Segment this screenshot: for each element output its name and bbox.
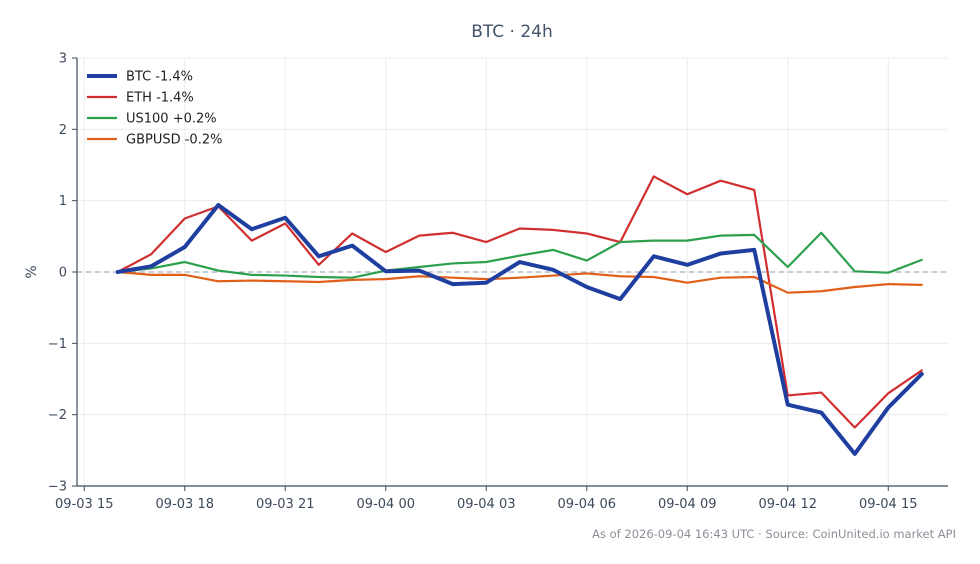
legend: BTC -1.4% ETH -1.4% US100 +0.2% GBPUSD -0.2… <box>87 70 222 148</box>
y-tick-label: −1 <box>48 337 67 352</box>
x-tick-label: 09-04 00 <box>357 497 415 512</box>
tick-labels: 3 2 1 0 −1 −2 −3 09-03 15 09-03 18 09-03 21 09-04 … <box>48 52 918 513</box>
x-tick-label: 09-04 03 <box>457 497 515 512</box>
y-tick-label: 3 <box>59 52 67 67</box>
x-tick-label: 09-04 15 <box>859 497 917 512</box>
legend-label-2: US100 +0.2% <box>126 112 217 127</box>
x-tick-label: 09-03 21 <box>256 497 314 512</box>
legend-label-0: BTC -1.4% <box>126 70 193 85</box>
x-tick-label: 09-04 12 <box>759 497 817 512</box>
y-tick-label: −3 <box>48 480 67 495</box>
y-axis-label: % <box>24 265 40 278</box>
x-tick-label: 09-03 15 <box>55 497 113 512</box>
series-layer <box>115 175 924 456</box>
x-tick-label: 09-03 18 <box>156 497 214 512</box>
legend-label-1: ETH -1.4% <box>126 91 194 106</box>
series-line-3 <box>116 270 923 294</box>
series-line-0 <box>115 202 924 456</box>
x-tick-label: 09-04 06 <box>558 497 616 512</box>
series-line-1 <box>116 175 923 429</box>
y-tick-label: 0 <box>59 266 67 281</box>
chart-title: BTC · 24h <box>471 22 553 42</box>
x-tick-label: 09-04 09 <box>658 497 716 512</box>
y-tick-label: 1 <box>59 194 67 209</box>
grid <box>77 57 948 487</box>
y-tick-label: 2 <box>59 123 67 138</box>
footer-source: As of 2026-09-04 16:43 UTC · Source: Coi… <box>592 527 956 541</box>
y-tick-label: −2 <box>48 408 67 423</box>
legend-label-3: GBPUSD -0.2% <box>126 133 222 148</box>
series-line-2 <box>116 231 923 279</box>
